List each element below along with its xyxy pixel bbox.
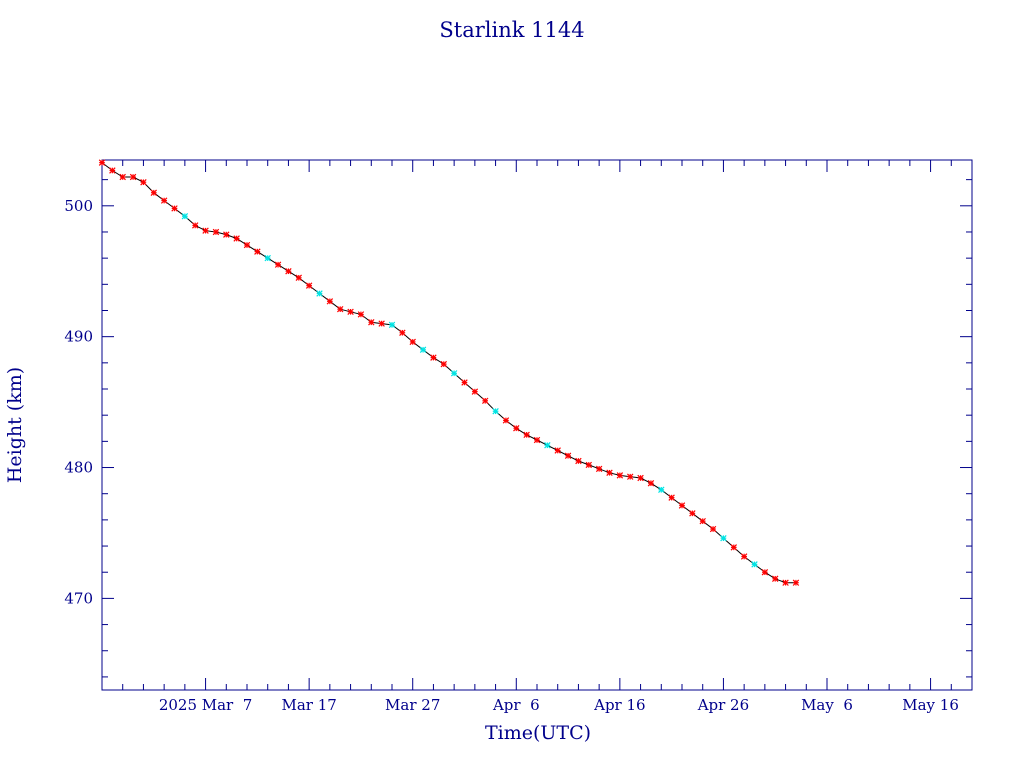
data-point [481,397,489,405]
data-point [326,298,334,305]
data-point [564,452,572,459]
x-tick-label: Apr 6 [492,696,540,714]
data-point [699,517,706,525]
series-markers-group [98,159,800,586]
y-axis-label: Height (km) [4,367,26,483]
data-point [212,228,220,236]
data-point [513,425,520,432]
y-tick-label: 490 [64,328,93,346]
data-point [575,457,582,465]
data-point [191,222,199,229]
data-point [751,561,758,568]
data-point [492,408,499,415]
x-tick-label: Apr 26 [697,696,749,714]
y-tick-label: 470 [64,589,93,607]
data-point [668,494,675,501]
data-point [181,213,189,220]
y-tick-label: 500 [64,197,93,215]
data-point [689,510,696,517]
data-point [160,197,168,204]
data-point [274,261,282,268]
y-tick-label: 480 [64,459,93,477]
data-point [305,282,313,289]
data-point [782,579,789,586]
data-point [606,469,613,476]
y-axis-ticks: 470 480 490 500 [64,179,972,678]
data-point [720,534,727,542]
data-point [544,442,551,449]
data-point [792,579,800,586]
data-point [264,254,271,262]
data-point [98,159,106,166]
data-point [502,417,510,424]
data-point [430,354,437,361]
data-point [368,319,375,326]
data-point [523,431,530,439]
data-point [740,553,748,560]
data-point [336,305,344,313]
data-point [171,205,178,212]
data-point [316,290,323,297]
data-point [399,329,406,336]
data-point [285,268,292,275]
data-point [440,360,448,368]
data-point [129,173,137,181]
data-point [461,379,468,386]
data-point [709,525,717,533]
data-point [347,308,354,316]
data-point [626,473,634,480]
series-line-group [101,162,796,584]
plot-frame [101,159,973,691]
x-tick-label: Mar 27 [385,696,440,714]
data-point [585,461,593,469]
data-point [595,465,603,473]
data-point [771,575,779,582]
series-line [101,162,796,584]
data-point [730,544,738,551]
data-point [150,189,158,196]
data-point [471,388,479,395]
data-point [357,311,365,318]
data-point [254,248,261,255]
data-point [243,241,251,249]
data-point [202,227,209,234]
data-point [378,320,385,327]
x-axis-ticks: 2025 Mar 7 Mar 17 Mar 27 Apr 6 Apr 16 Apr 26 M… [101,160,973,714]
x-tick-label: May 6 [801,696,853,714]
data-point [450,370,458,377]
x-tick-label: Mar 17 [281,696,336,714]
data-point [388,321,396,329]
x-tick-label: May 16 [902,696,959,714]
x-axis-label: Time(UTC) [485,722,591,744]
data-point [119,173,126,181]
data-point [647,480,655,487]
data-point [233,235,240,242]
data-point [658,486,665,494]
data-point [419,346,427,353]
data-point [678,502,686,509]
data-point [295,274,303,282]
x-tick-label: 2025 Mar 7 [159,696,253,714]
data-point [637,474,644,482]
data-point [761,568,769,576]
x-tick-label: Apr 16 [593,696,645,714]
data-point [554,447,561,454]
chart-title: Starlink 1144 [439,18,584,42]
data-point [109,167,116,174]
data-point [409,338,416,346]
data-point [616,472,624,479]
data-point [223,231,230,238]
data-point [140,179,147,186]
data-point [533,436,541,444]
